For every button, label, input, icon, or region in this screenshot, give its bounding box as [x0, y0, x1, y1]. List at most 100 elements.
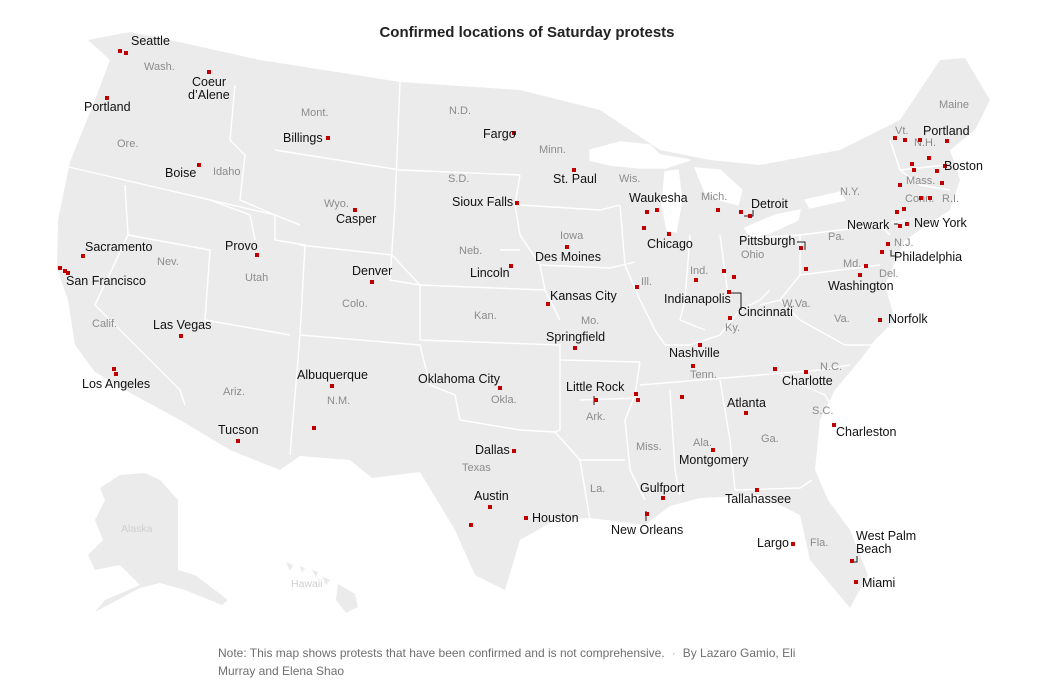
protest-marker: [642, 226, 646, 230]
protest-marker: [236, 439, 240, 443]
city-label-newark: Newark: [847, 218, 890, 232]
protest-marker: [353, 208, 357, 212]
protest-marker: [63, 269, 67, 273]
state-label-idaho: Idaho: [213, 166, 241, 178]
protest-marker: [878, 318, 882, 322]
protest-marker: [105, 96, 109, 100]
lake-superior: [589, 141, 691, 169]
protest-marker: [905, 222, 909, 226]
protest-marker: [927, 156, 931, 160]
protest-marker: [469, 523, 473, 527]
protest-marker: [515, 201, 519, 205]
protest-marker: [799, 246, 803, 250]
city-label-little-rock: Little Rock: [566, 380, 625, 394]
protest-marker: [943, 164, 947, 168]
protest-marker: [370, 280, 374, 284]
state-label-vt: Vt.: [895, 125, 908, 137]
footer-note: Note: This map shows protests that have …: [218, 644, 818, 680]
protest-marker: [512, 131, 516, 135]
state-labels: Wash. Ore. Idaho Mont. N.D. Minn. Wis. Mich. S.D…: [92, 61, 969, 590]
state-label-ri: R.I.: [942, 193, 959, 205]
note-text: Note: This map shows protests that have …: [218, 646, 665, 660]
state-label-utah: Utah: [245, 272, 268, 284]
state-label-maine: Maine: [939, 99, 969, 111]
state-label-nh: N.H.: [914, 137, 936, 149]
protest-marker: [902, 207, 906, 211]
protest-marker: [893, 136, 897, 140]
protest-marker: [935, 169, 939, 173]
city-label-oklahoma-city: Oklahoma City: [418, 372, 501, 386]
protest-marker: [645, 512, 649, 516]
state-label-sc: S.C.: [812, 405, 833, 417]
city-labels: Seattle Coeur d’Alene Portland Billings Fargo…: [66, 34, 983, 590]
protest-marker: [179, 334, 183, 338]
state-label-wash: Wash.: [144, 61, 175, 73]
hawaii-shape: [286, 562, 358, 613]
protest-marker: [694, 278, 698, 282]
protest-marker: [207, 70, 211, 74]
protest-marker: [573, 346, 577, 350]
protest-marker: [667, 232, 671, 236]
state-label-minn: Minn.: [539, 144, 566, 156]
map-title: Confirmed locations of Saturday protests: [379, 24, 675, 41]
protest-marker: [791, 542, 795, 546]
protest-marker: [748, 214, 752, 218]
city-label-indianapolis: Indianapolis: [664, 292, 731, 306]
protest-marker: [722, 269, 726, 273]
protest-marker: [918, 138, 922, 142]
state-label-colo: Colo.: [342, 298, 368, 310]
protest-marker: [940, 181, 944, 185]
city-label-detroit: Detroit: [751, 197, 788, 211]
protest-marker: [711, 448, 715, 452]
city-label-springfield: Springfield: [546, 330, 605, 344]
protest-marker: [832, 423, 836, 427]
protest-marker: [326, 136, 330, 140]
protest-marker: [512, 449, 516, 453]
protest-marker: [124, 51, 128, 55]
city-label-sacramento: Sacramento: [85, 240, 152, 254]
city-label-billings: Billings: [283, 131, 323, 145]
city-label-boise: Boise: [165, 166, 196, 180]
city-label-las-vegas: Las Vegas: [153, 318, 211, 332]
protest-marker: [886, 242, 890, 246]
city-label-dallas: Dallas: [475, 443, 510, 457]
protest-marker: [594, 398, 598, 402]
state-label-texas: Texas: [462, 462, 491, 474]
state-label-mo: Mo.: [581, 315, 599, 327]
city-label-pittsburgh: Pittsburgh: [739, 234, 795, 248]
protest-marker: [945, 139, 949, 143]
protest-marker: [732, 275, 736, 279]
city-label-tucson: Tucson: [218, 423, 259, 437]
city-label-portland: Portland: [923, 124, 970, 138]
state-label-fla: Fla.: [810, 537, 828, 549]
city-label-west-palm-beach: West Palm Beach: [856, 529, 916, 556]
city-label-casper: Casper: [336, 212, 376, 226]
state-label-nm: N.M.: [327, 395, 350, 407]
state-label-wis: Wis.: [619, 173, 640, 185]
protest-marker: [691, 364, 695, 368]
byline: By Lazaro Gamio, Eli Murray and Elena Sh…: [218, 646, 796, 678]
city-label-seattle: Seattle: [131, 34, 170, 48]
protest-marker: [698, 343, 702, 347]
protest-marker: [755, 488, 759, 492]
protest-marker: [524, 516, 528, 520]
city-label-gulfport: Gulfport: [640, 481, 685, 495]
city-label-cincinnati: Cincinnati: [738, 305, 793, 319]
state-label-nc: N.C.: [820, 361, 842, 373]
city-label-charleston: Charleston: [836, 425, 896, 439]
protest-marker: [572, 168, 576, 172]
state-label-ala: Ala.: [693, 437, 712, 449]
protest-marker: [546, 302, 550, 306]
protest-marker: [898, 183, 902, 187]
protest-marker: [655, 208, 659, 212]
city-label-montgomery: Montgomery: [679, 453, 749, 467]
lake-michigan: [661, 169, 683, 233]
city-label-washington: Washington: [828, 279, 894, 293]
state-label-la: La.: [590, 483, 605, 495]
city-label-coeur-dalene: Coeur d’Alene: [188, 75, 230, 102]
protest-marker: [488, 505, 492, 509]
city-label-nashville: Nashville: [669, 346, 720, 360]
protest-marker: [912, 168, 916, 172]
city-label-atlanta: Atlanta: [727, 396, 766, 410]
